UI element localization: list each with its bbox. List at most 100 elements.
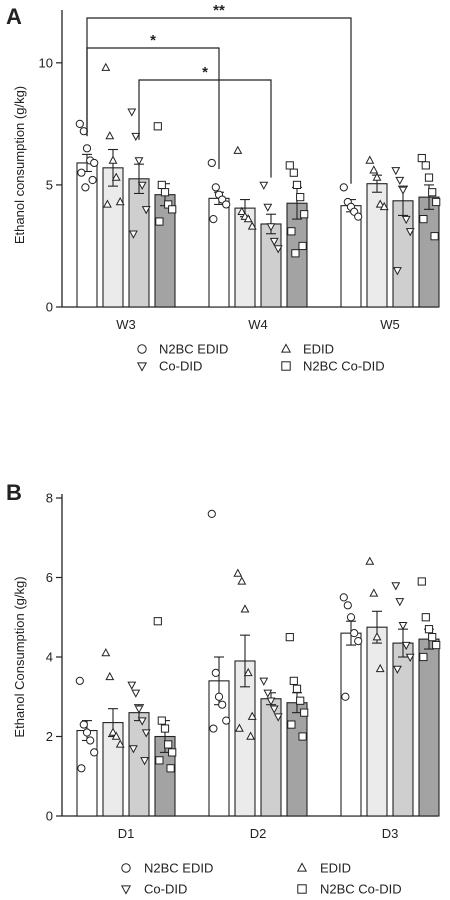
bar-n2bc-co-did-d3: [418, 638, 440, 817]
data-point-edid: [115, 196, 125, 206]
legend-label-co-did: Co-DID: [144, 882, 187, 897]
legend-label-n2bc-co-did: N2BC Co-DID: [320, 882, 402, 897]
y-tick-label: 0: [46, 809, 53, 824]
data-point-n2bc-co-did: [300, 210, 309, 219]
y-tick-label: 6: [46, 570, 53, 585]
data-point-n2bc-co-did: [166, 764, 175, 773]
significance-bracket: [86, 47, 220, 170]
data-point-co-did: [140, 757, 150, 766]
bar-n2bc-co-did-d2: [286, 702, 308, 817]
x-tick-label-d2: D2: [250, 826, 267, 841]
legend-label-n2bc-edid: N2BC EDID: [159, 342, 228, 357]
data-point-n2bc-edid: [354, 637, 363, 646]
data-point-edid: [233, 568, 243, 577]
data-point-co-did: [263, 689, 273, 698]
data-point-edid: [365, 556, 375, 565]
data-point-n2bc-co-did: [430, 232, 439, 241]
data-point-co-did: [405, 228, 415, 237]
y-tick-label: 10: [39, 55, 53, 70]
data-point-edid: [234, 723, 244, 732]
data-point-co-did: [405, 653, 415, 663]
panel-letter-b: B: [6, 480, 22, 505]
legend-marker-edid: [280, 343, 292, 353]
legend-marker-n2bc-co-did: [281, 361, 291, 371]
data-point-n2bc-edid: [207, 509, 216, 519]
data-point-co-did: [391, 167, 401, 176]
data-point-n2bc-edid: [81, 183, 90, 192]
data-point-n2bc-edid: [222, 716, 231, 725]
data-point-n2bc-edid: [341, 692, 350, 701]
data-point-n2bc-edid: [211, 668, 220, 678]
data-point-co-did: [273, 713, 283, 722]
data-point-edid: [369, 588, 379, 597]
data-point-co-did: [127, 108, 137, 117]
data-point-co-did: [127, 681, 137, 690]
data-point-n2bc-co-did: [160, 724, 170, 733]
data-point-n2bc-edid: [218, 700, 227, 709]
data-point-co-did: [401, 641, 411, 651]
data-point-co-did: [137, 181, 147, 190]
data-point-co-did: [273, 245, 283, 254]
data-point-edid: [375, 199, 385, 208]
data-point-co-did: [266, 697, 276, 706]
data-point-n2bc-co-did: [285, 633, 294, 642]
bar-edid-w3: [102, 167, 124, 308]
data-point-edid: [372, 632, 382, 641]
data-point-co-did: [269, 237, 279, 247]
data-point-co-did: [137, 717, 147, 726]
data-point-edid: [105, 131, 115, 140]
data-point-n2bc-edid: [343, 601, 352, 610]
data-point-co-did: [392, 665, 402, 674]
data-point-n2bc-edid: [209, 215, 218, 224]
data-point-n2bc-co-did: [419, 215, 428, 224]
data-point-edid: [102, 199, 112, 208]
data-point-n2bc-co-did: [291, 249, 300, 258]
bar-n2bc-edid-w4: [208, 197, 230, 308]
data-point-n2bc-edid: [77, 764, 86, 773]
data-point-n2bc-edid: [211, 183, 220, 192]
bar-n2bc-edid-d3: [340, 632, 362, 817]
data-point-co-did: [395, 598, 405, 607]
significance-label: **: [213, 2, 225, 19]
data-point-edid: [243, 667, 253, 677]
data-point-co-did: [391, 582, 401, 591]
data-point-edid: [101, 62, 111, 71]
bar-n2bc-edid-d1: [76, 729, 98, 817]
data-point-n2bc-co-did: [428, 188, 437, 197]
data-point-co-did: [263, 203, 273, 212]
data-point-n2bc-co-did: [432, 640, 441, 650]
data-point-n2bc-co-did: [168, 748, 177, 757]
data-point-co-did: [266, 223, 276, 232]
data-point-co-did: [131, 689, 141, 698]
data-point-n2bc-edid: [207, 158, 216, 168]
data-point-co-did: [141, 729, 151, 738]
data-point-n2bc-co-did: [289, 676, 298, 685]
legend-marker-co-did: [120, 885, 132, 895]
x-tick-label-w3: W3: [116, 317, 136, 332]
panel-a-y-axis-label: Ethanol consumption (g/kg): [12, 86, 27, 244]
significance-label: *: [150, 32, 156, 49]
data-point-n2bc-co-did: [292, 684, 302, 693]
bar-n2bc-co-did-w5: [418, 196, 440, 308]
data-point-n2bc-edid: [339, 593, 348, 602]
data-point-co-did: [134, 705, 144, 714]
data-point-n2bc-co-did: [421, 161, 430, 170]
data-point-edid: [111, 172, 121, 181]
data-point-n2bc-edid: [82, 144, 92, 153]
data-point-n2bc-co-did: [157, 716, 166, 725]
bar-co-did-w3: [128, 178, 150, 308]
legend-marker-co-did: [136, 362, 148, 372]
data-point-n2bc-co-did: [155, 217, 164, 226]
legend-marker-edid: [296, 862, 308, 872]
legend-label-n2bc-edid: N2BC EDID: [144, 861, 213, 876]
data-point-edid: [365, 155, 375, 164]
y-tick-label: 8: [46, 491, 53, 506]
data-point-edid: [111, 731, 121, 740]
data-point-n2bc-edid: [79, 127, 88, 136]
data-point-co-did: [398, 186, 408, 195]
data-point-n2bc-co-did: [417, 153, 426, 163]
data-point-edid: [247, 221, 257, 230]
data-point-co-did: [269, 705, 279, 714]
y-tick-label: 5: [46, 177, 53, 192]
